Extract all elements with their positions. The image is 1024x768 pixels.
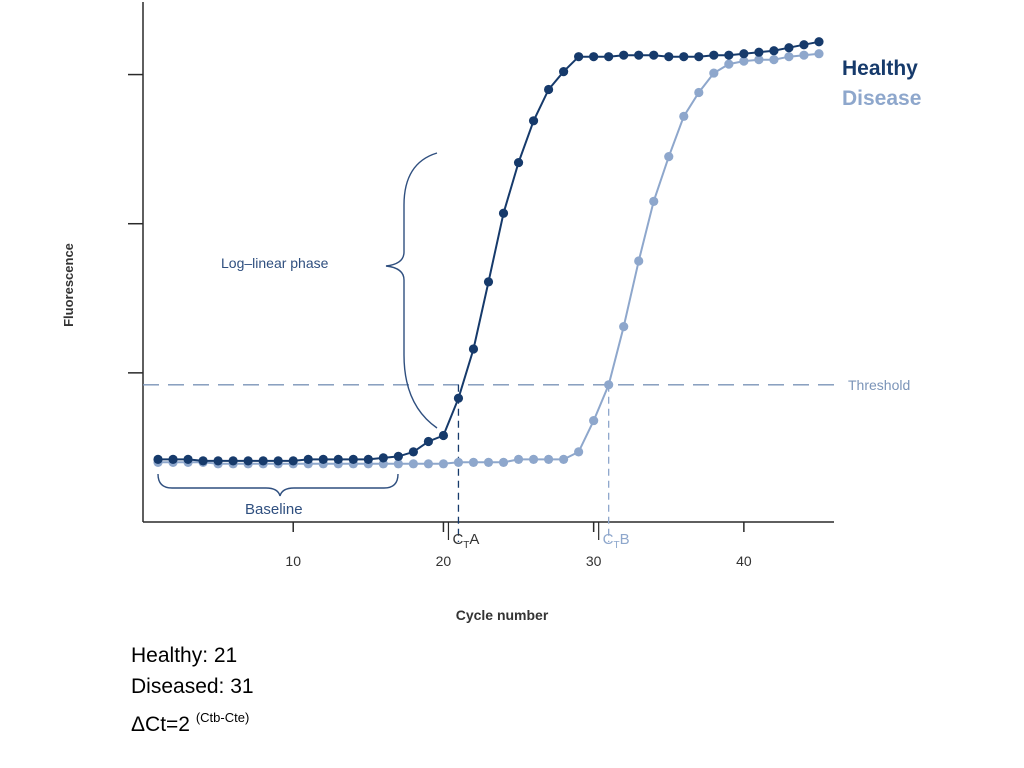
disease-point bbox=[574, 447, 584, 457]
healthy-point bbox=[784, 43, 794, 53]
healthy-point bbox=[468, 344, 479, 354]
disease-point bbox=[664, 152, 674, 162]
healthy-point bbox=[589, 52, 599, 62]
healthy-point bbox=[769, 46, 779, 56]
healthy-point bbox=[694, 52, 704, 62]
x-tick-label: 20 bbox=[436, 553, 452, 569]
healthy-point bbox=[243, 456, 253, 466]
healthy-point bbox=[228, 456, 238, 466]
disease-point bbox=[423, 459, 434, 469]
healthy-point bbox=[258, 456, 268, 466]
healthy-point bbox=[528, 116, 539, 126]
x-axis-label: Cycle number bbox=[456, 607, 549, 623]
disease-point bbox=[528, 454, 539, 464]
ct-a-label: CTA bbox=[452, 531, 479, 551]
disease-point bbox=[799, 50, 809, 60]
ct-b-label: CTB bbox=[603, 531, 630, 551]
disease-point bbox=[559, 454, 569, 464]
healthy-point bbox=[634, 50, 644, 60]
disease-point bbox=[769, 55, 779, 65]
healthy-point bbox=[198, 456, 208, 466]
healthy-point bbox=[754, 47, 764, 57]
disease-point bbox=[604, 380, 614, 390]
disease-point bbox=[754, 55, 764, 65]
disease-point bbox=[709, 68, 719, 78]
disease-point bbox=[694, 87, 704, 98]
log-linear-brace bbox=[385, 152, 438, 429]
x-tick-label: 40 bbox=[736, 553, 752, 569]
healthy-point bbox=[423, 436, 434, 447]
healthy-point bbox=[318, 454, 328, 464]
healthy-point bbox=[213, 456, 223, 466]
healthy-point bbox=[288, 456, 298, 466]
y-axis-label: Fluorescence bbox=[61, 243, 76, 327]
x-tick-label: 10 bbox=[285, 553, 301, 569]
disease-point bbox=[649, 196, 659, 206]
disease-point bbox=[483, 457, 494, 467]
healthy-point bbox=[664, 52, 674, 62]
healthy-point bbox=[559, 66, 569, 77]
delta-ct-text: ΔCt=2 bbox=[131, 713, 190, 736]
disease-point bbox=[513, 454, 524, 464]
healthy-point bbox=[183, 454, 193, 464]
disease-point bbox=[619, 322, 629, 332]
healthy-point bbox=[168, 454, 178, 464]
x-tick-label: 30 bbox=[586, 553, 602, 569]
healthy-point bbox=[378, 453, 388, 463]
disease-point bbox=[498, 457, 509, 467]
healthy-point bbox=[483, 277, 494, 287]
healthy-point bbox=[679, 52, 689, 62]
healthy-point bbox=[333, 454, 343, 464]
healthy-point bbox=[709, 50, 719, 60]
disease-point bbox=[814, 49, 824, 59]
healthy-point bbox=[453, 393, 464, 403]
healthy-point bbox=[649, 50, 659, 60]
note-delta-ct: ΔCt=2 (Ctb-Cte) bbox=[131, 702, 254, 740]
note-diseased: Diseased: 31 bbox=[131, 675, 254, 698]
qpcr-amplification-chart: 10 20 30 40 Cycle number Fluorescence Threshol… bbox=[61, 0, 920, 623]
healthy-point bbox=[724, 50, 734, 60]
healthy-point bbox=[393, 451, 403, 461]
disease-point bbox=[543, 454, 554, 464]
legend-healthy: Healthy bbox=[842, 57, 918, 80]
healthy-point bbox=[619, 50, 629, 60]
disease-point bbox=[739, 56, 749, 66]
threshold-label: Threshold bbox=[848, 377, 910, 393]
disease-point bbox=[393, 459, 403, 469]
healthy-point bbox=[498, 208, 509, 218]
healthy-point bbox=[543, 84, 554, 95]
healthy-point bbox=[273, 456, 283, 466]
disease-point bbox=[438, 459, 449, 469]
healthy-point bbox=[739, 49, 749, 59]
healthy-point bbox=[303, 454, 313, 464]
disease-point bbox=[679, 111, 689, 121]
disease-point bbox=[453, 457, 464, 467]
chart-background bbox=[64, 0, 920, 622]
healthy-point bbox=[408, 447, 418, 457]
legend-disease: Disease bbox=[842, 87, 922, 110]
healthy-point bbox=[348, 454, 358, 464]
healthy-point bbox=[153, 454, 163, 464]
disease-point bbox=[468, 457, 479, 467]
note-healthy: Healthy: 21 bbox=[131, 644, 238, 667]
log-linear-label: Log–linear phase bbox=[221, 255, 329, 271]
healthy-point bbox=[814, 37, 824, 47]
healthy-point bbox=[574, 52, 584, 62]
healthy-point bbox=[363, 454, 373, 464]
disease-point bbox=[724, 59, 734, 69]
healthy-point bbox=[438, 430, 449, 441]
baseline-label: Baseline bbox=[245, 501, 303, 518]
ct-notes: Healthy: 21 Diseased: 31 ΔCt=2 (Ctb-Cte) bbox=[131, 640, 254, 740]
healthy-point bbox=[513, 157, 524, 168]
disease-point bbox=[634, 256, 644, 266]
delta-ct-formula: (Ctb-Cte) bbox=[195, 710, 250, 725]
healthy-point bbox=[604, 52, 614, 62]
healthy-point bbox=[799, 40, 809, 50]
disease-point bbox=[589, 415, 599, 426]
disease-point bbox=[784, 52, 794, 62]
baseline-brace bbox=[157, 473, 399, 497]
disease-point bbox=[408, 459, 418, 469]
